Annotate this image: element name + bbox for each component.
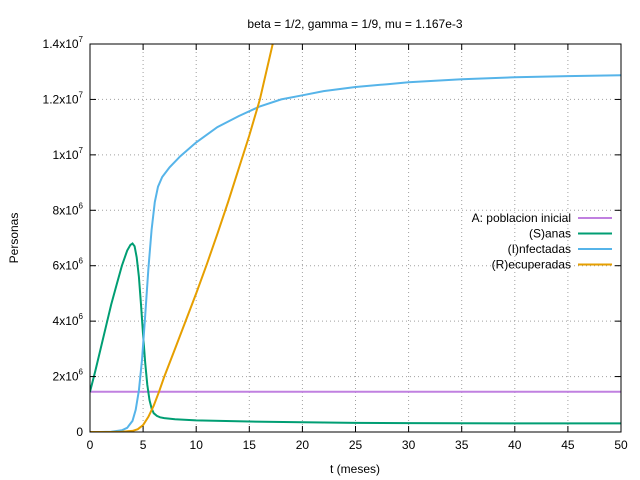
x-tick-label: 5 xyxy=(140,438,147,452)
series-lines xyxy=(90,44,621,432)
y-tick-label-base: 2x10 xyxy=(53,370,79,384)
axis-ticks xyxy=(89,43,622,433)
legend-label: (I)nfectadas xyxy=(508,242,571,256)
grid-lines xyxy=(90,44,621,432)
y-tick-label-base: 0 xyxy=(76,425,83,439)
x-tick-label: 30 xyxy=(402,438,416,452)
y-tick-label-base: 1.2x10 xyxy=(43,92,79,106)
y-tick-label-exponent: 7 xyxy=(79,90,84,99)
legend-label: A: poblacion inicial xyxy=(472,211,571,225)
series-line-3 xyxy=(90,74,621,432)
legend: A: poblacion inicial (S)anas(I)nfectadas (… xyxy=(472,211,612,272)
x-tick-label: 10 xyxy=(190,438,204,452)
y-tick-label: 4x106 xyxy=(53,312,84,328)
y-tick-label-exponent: 6 xyxy=(79,201,84,210)
x-tick-label: 50 xyxy=(614,438,628,452)
y-tick-label-base: 4x10 xyxy=(53,314,79,328)
y-tick-label: 6x106 xyxy=(53,257,84,273)
x-tick-labels: 0 5 10 15 20 25 30 35 40 45 50 xyxy=(87,438,628,452)
x-tick-label: 15 xyxy=(243,438,257,452)
y-tick-label: 1.4x107 xyxy=(43,35,84,51)
y-tick-label-exponent: 6 xyxy=(79,312,84,321)
y-tick-label: 1x107 xyxy=(53,146,84,162)
y-tick-label-exponent: 7 xyxy=(79,35,84,44)
y-tick-label: 8x106 xyxy=(53,201,84,217)
y-tick-label-exponent: 7 xyxy=(79,146,84,155)
x-tick-label: 35 xyxy=(455,438,469,452)
legend-label: (R)ecuperadas xyxy=(492,258,571,272)
y-tick-label-base: 8x10 xyxy=(53,203,79,217)
y-axis-title: Personas xyxy=(7,213,21,264)
x-axis-title: t (meses) xyxy=(330,462,380,476)
y-tick-label-base: 1x10 xyxy=(53,148,79,162)
x-tick-label: 0 xyxy=(87,438,94,452)
y-tick-label-base: 1.4x10 xyxy=(43,37,79,51)
y-tick-label: 1.2x107 xyxy=(43,90,84,106)
y-tick-label: 2x106 xyxy=(53,368,84,384)
chart-title: beta = 1/2, gamma = 1/9, mu = 1.167e-3 xyxy=(247,17,462,31)
series-line-4 xyxy=(90,44,274,432)
x-tick-label: 25 xyxy=(349,438,363,452)
x-tick-label: 45 xyxy=(561,438,575,452)
legend-label: (S)anas xyxy=(529,227,571,241)
x-tick-label: 20 xyxy=(296,438,310,452)
x-tick-label: 40 xyxy=(508,438,522,452)
series-line-2 xyxy=(90,242,621,425)
y-tick-label: 0 xyxy=(76,425,83,439)
y-tick-label-exponent: 6 xyxy=(79,257,84,266)
y-tick-label-base: 6x10 xyxy=(53,259,79,273)
y-tick-label-exponent: 6 xyxy=(79,368,84,377)
